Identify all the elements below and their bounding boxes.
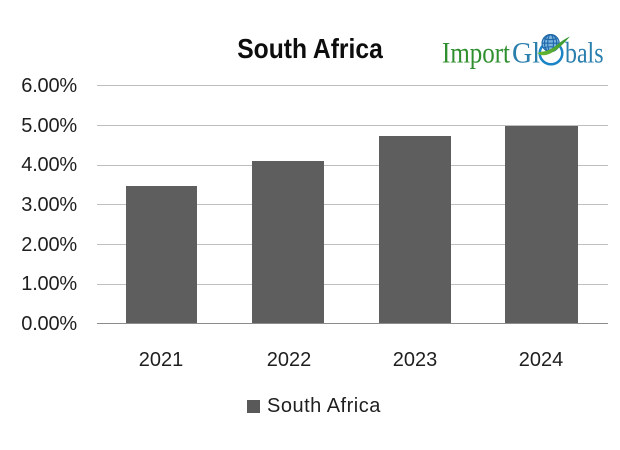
svg-text:Gl: Gl [512, 37, 540, 70]
svg-text:bals: bals [565, 37, 604, 70]
svg-text:Import: Import [442, 37, 511, 70]
